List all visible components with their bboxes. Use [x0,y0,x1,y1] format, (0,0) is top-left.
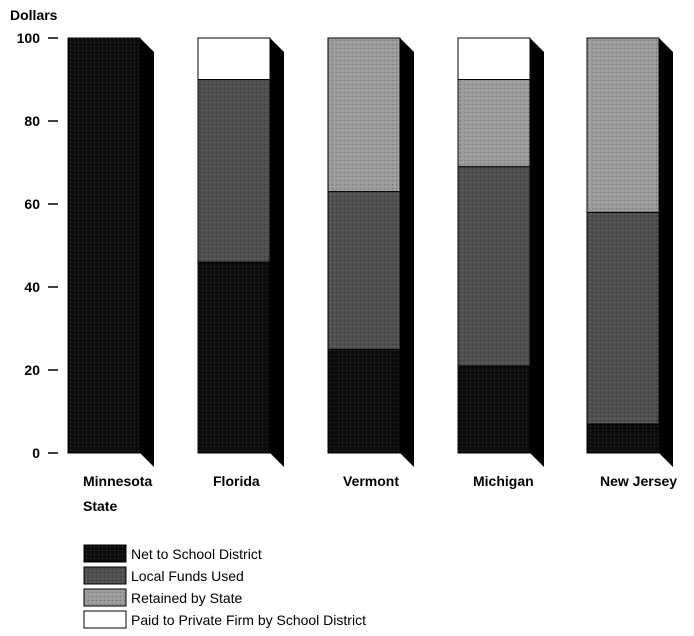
bar-segment [197,37,271,80]
bar-segment-texture [458,365,530,453]
y-tick-label: 20 [24,362,40,378]
bar-segment-texture [68,38,140,453]
y-tick-label: 40 [24,279,40,295]
bar-segment-texture [458,79,530,167]
bar-side-face [659,38,673,467]
bar-segment [457,37,531,80]
category-label: Vermont [343,473,399,489]
bar-stack [67,37,154,467]
legend-swatch-texture [84,589,126,606]
category-label: Minnesota [83,473,152,489]
legend-label: Net to School District [131,546,262,562]
bar-stack [586,37,673,467]
bar-segment-texture [328,38,400,192]
bar-side-face [400,38,414,467]
bar-segment-texture [328,349,400,453]
legend: Net to School District Local Funds Used Re… [83,544,366,629]
y-tick-label: 80 [24,113,40,129]
category-label: Michigan [473,473,534,489]
bar-side-face [140,38,154,467]
category-label: New Jersey [600,473,677,489]
legend-swatch-texture [84,567,126,584]
bar-segment-texture [198,79,270,263]
legend-label: Paid to Private Firm by School District [131,612,366,628]
bar-segment-texture [587,423,659,453]
category-label: Florida [213,473,260,489]
legend-label: Local Funds Used [131,568,244,584]
bar-stack [457,37,544,467]
legend-swatch [83,610,127,629]
bar-segment-texture [587,212,659,424]
legend-item: Local Funds Used [83,566,244,585]
category-labels: Minnesota State Florida Vermont Michigan New … [83,473,677,514]
y-tick-label: 100 [17,30,41,46]
bar-stack [197,37,284,467]
y-axis-title: Dollars [10,7,58,23]
bar-segment-texture [198,262,270,453]
bar-segment-texture [587,38,659,213]
legend-swatch-texture [84,545,126,562]
legend-item: Paid to Private Firm by School District [83,610,366,629]
bar-side-face [530,38,544,467]
bars [67,37,673,467]
y-tick-label: 60 [24,196,40,212]
bar-stack [327,37,414,467]
y-tick-label: 0 [32,445,40,461]
y-axis: 0 20 40 60 80 100 [17,30,58,461]
category-label: State [83,498,117,514]
bar-segment-texture [458,166,530,366]
bar-segment-texture [328,191,400,350]
legend-label: Retained by State [131,590,243,606]
bar-side-face [270,38,284,467]
legend-item: Retained by State [83,588,243,607]
legend-item: Net to School District [83,544,262,563]
